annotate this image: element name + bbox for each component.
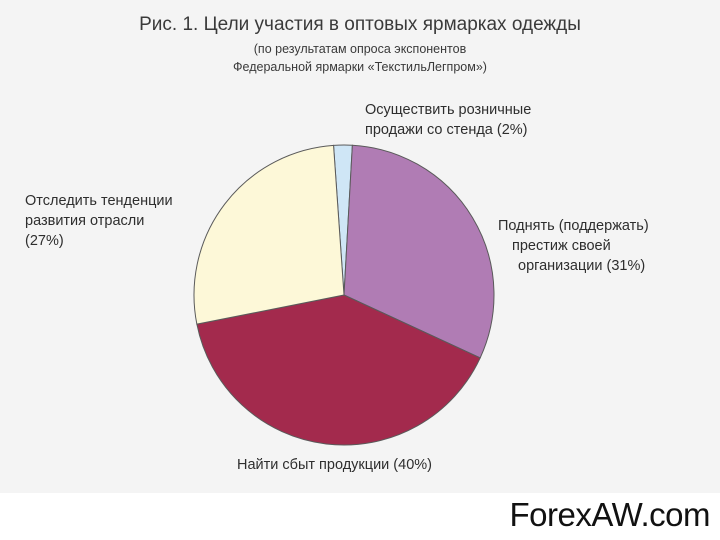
slice-label-line: Поднять (поддержать)	[498, 218, 649, 234]
pie-slices	[193, 144, 495, 446]
pie-slice-sales	[196, 294, 481, 446]
slice-label-line: престиж своей	[512, 238, 611, 254]
slice-label-line: Осуществить розничные	[365, 102, 532, 118]
chart-title: Рис. 1. Цели участия в оптовых ярмарках …	[139, 14, 581, 35]
slice-label-line: Отследить тенденции	[25, 193, 173, 209]
watermark-text: ForexAW.com	[509, 496, 711, 533]
pie-slice-prestige	[343, 144, 495, 359]
pie-chart	[193, 144, 495, 446]
slice-label-sales: Найти сбыт продукции (40%)	[237, 455, 432, 475]
slice-label-retail: Осуществить розничные продажи со стенда …	[365, 100, 531, 140]
chart-subtitle-line-2: Федеральной ярмарки «ТекстильЛегпром»)	[233, 60, 487, 74]
slice-label-line: организации (31%)	[518, 258, 646, 274]
slice-label-line: Найти сбыт продукции (40%)	[237, 457, 432, 473]
slice-label-prestige: Поднять (поддержать) престиж своей орган…	[498, 216, 649, 276]
slice-label-line: развития отрасли	[25, 213, 145, 229]
slice-label-line: (27%)	[25, 233, 64, 249]
pie-slice-trends	[193, 144, 345, 325]
slice-label-trends: Отследить тенденции развития отрасли (27…	[25, 191, 173, 251]
slice-label-line: продажи со стенда (2%)	[365, 122, 528, 138]
chart-subtitle-line-1: (по результатам опроса экспонентов	[253, 42, 467, 56]
